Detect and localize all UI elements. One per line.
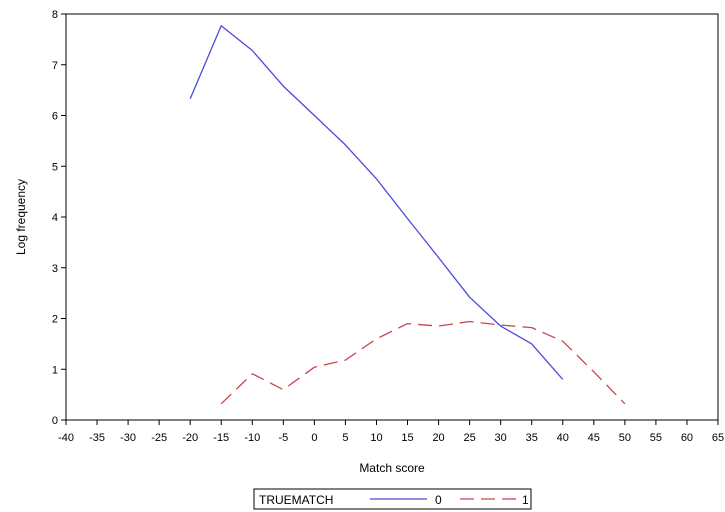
x-tick-label: 60 xyxy=(681,432,693,444)
x-tick-label: 35 xyxy=(526,432,538,444)
y-tick-label: 1 xyxy=(52,364,58,376)
x-tick-label: 15 xyxy=(401,432,413,444)
y-tick-label: 4 xyxy=(52,212,58,224)
y-tick-label: 3 xyxy=(52,263,58,275)
x-tick-label: 30 xyxy=(495,432,507,444)
y-axis-label: Log frequency xyxy=(14,179,28,255)
x-axis: -40 -35 -30 -25 -20 -15 -10 -5 0 5 10 15 20 25 30 35 40 4… xyxy=(58,420,724,444)
y-tick-label: 8 xyxy=(52,9,58,21)
x-tick-label: -15 xyxy=(213,432,229,444)
x-tick-label: -10 xyxy=(244,432,260,444)
y-axis: 0 1 2 3 4 5 6 7 8 xyxy=(52,9,66,427)
legend-label-series-0: 0 xyxy=(435,493,442,507)
x-tick-label: 65 xyxy=(712,432,724,444)
y-tick-label: 0 xyxy=(52,415,58,427)
x-tick-label: 25 xyxy=(463,432,475,444)
y-tick-label: 2 xyxy=(52,314,58,326)
legend-label-series-1: 1 xyxy=(522,493,529,507)
legend: TRUEMATCH 0 1 xyxy=(253,488,532,510)
x-tick-label: 45 xyxy=(588,432,600,444)
x-tick-label: 5 xyxy=(342,432,348,444)
series-layer xyxy=(189,25,626,405)
x-tick-label: -25 xyxy=(151,432,167,444)
y-tick-label: 5 xyxy=(52,161,58,173)
x-tick-label: 20 xyxy=(432,432,444,444)
x-tick-label: 55 xyxy=(650,432,662,444)
legend-title: TRUEMATCH xyxy=(259,493,333,507)
x-tick-label: -5 xyxy=(278,432,288,444)
series-line-1 xyxy=(220,320,626,405)
x-tick-label: -30 xyxy=(120,432,136,444)
series-line-0 xyxy=(189,25,564,380)
x-axis-label: Match score xyxy=(359,461,425,475)
plot-frame xyxy=(65,13,719,421)
x-tick-label: -20 xyxy=(182,432,198,444)
y-tick-label: 7 xyxy=(52,60,58,72)
x-tick-label: 0 xyxy=(311,432,317,444)
x-tick-label: 40 xyxy=(557,432,569,444)
x-tick-label: -35 xyxy=(89,432,105,444)
x-tick-label: 50 xyxy=(619,432,631,444)
x-tick-label: -40 xyxy=(58,432,74,444)
x-tick-label: 10 xyxy=(370,432,382,444)
y-tick-label: 6 xyxy=(52,111,58,123)
